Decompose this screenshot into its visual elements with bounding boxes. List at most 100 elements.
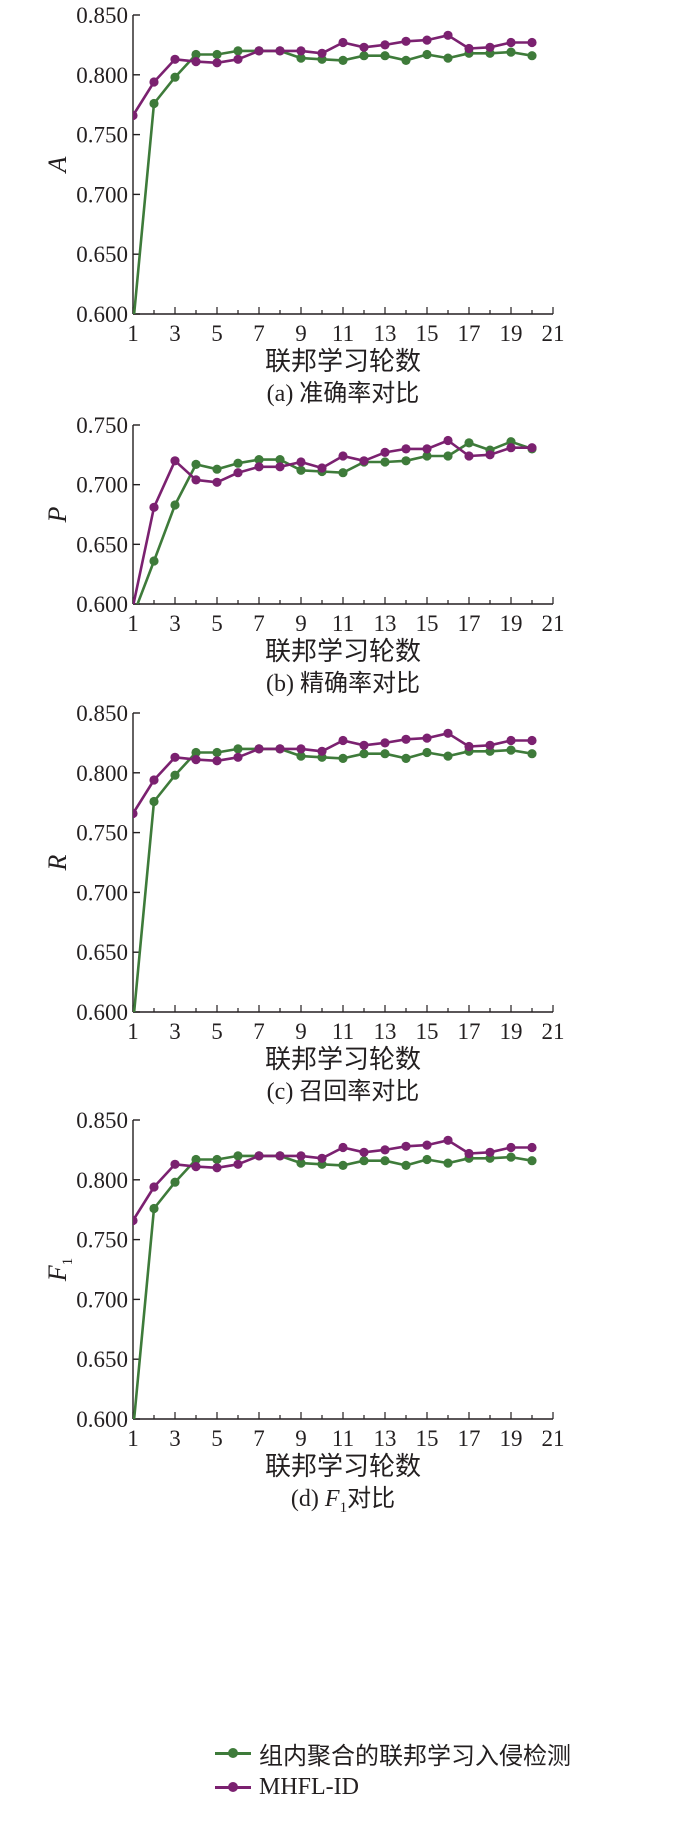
data-point xyxy=(133,808,138,819)
x-tick-label: 13 xyxy=(374,1019,397,1044)
data-point xyxy=(233,1159,243,1169)
x-tick-label: 11 xyxy=(332,1019,354,1044)
data-point xyxy=(464,451,474,461)
chart-caption: (c) 召回率对比 xyxy=(267,1078,420,1105)
x-tick-label: 7 xyxy=(253,1426,265,1451)
data-point xyxy=(212,464,222,474)
data-point xyxy=(380,1156,390,1166)
data-point xyxy=(506,1152,516,1162)
data-point xyxy=(170,1159,180,1169)
series-line xyxy=(133,1154,533,1419)
legend: 组内聚合的联邦学习入侵检测 MHFL-ID xyxy=(215,1736,571,1804)
y-axis-title: P xyxy=(43,506,72,523)
y-tick-label: 0.650 xyxy=(76,1347,128,1372)
x-tick-label: 9 xyxy=(295,611,307,636)
x-tick-label: 21 xyxy=(542,1426,565,1451)
data-point xyxy=(422,1140,432,1150)
data-point xyxy=(443,1158,453,1168)
data-point xyxy=(464,43,474,54)
y-tick-label: 0.600 xyxy=(76,1000,128,1025)
data-point xyxy=(233,46,243,56)
y-tick-label: 0.700 xyxy=(76,473,128,498)
y-tick-label: 0.850 xyxy=(76,3,128,28)
data-point xyxy=(212,1154,222,1165)
x-tick-label: 9 xyxy=(295,321,307,346)
x-tick-label: 19 xyxy=(500,321,523,346)
y-tick-label: 0.700 xyxy=(76,182,128,207)
chart-caption: (b) 精确率对比 xyxy=(266,670,420,697)
y-tick-label: 0.700 xyxy=(76,1287,128,1312)
data-point xyxy=(443,451,453,461)
series-line xyxy=(133,747,533,1012)
x-tick-label: 15 xyxy=(416,611,439,636)
data-point xyxy=(170,770,180,780)
x-tick-label: 17 xyxy=(458,611,481,636)
data-point xyxy=(422,444,432,454)
data-point xyxy=(422,451,432,461)
data-point xyxy=(527,749,537,759)
data-point xyxy=(527,735,537,746)
x-tick-label: 17 xyxy=(458,1019,481,1044)
data-point xyxy=(380,447,390,457)
data-point xyxy=(191,49,201,60)
legend-marker-series-1 xyxy=(228,1748,238,1758)
data-point xyxy=(401,55,411,65)
legend-marker-series-2 xyxy=(228,1782,238,1792)
y-tick-label: 0.800 xyxy=(76,63,128,88)
series-2 xyxy=(133,30,537,121)
data-point xyxy=(443,30,453,40)
series-line xyxy=(136,440,533,604)
series-1 xyxy=(133,46,537,314)
x-tick-label: 19 xyxy=(500,1426,523,1451)
x-tick-label: 11 xyxy=(332,321,354,346)
series-2 xyxy=(133,1135,537,1226)
x-axis-title: 联邦学习轮数 xyxy=(265,637,421,666)
data-point xyxy=(422,1154,432,1165)
data-point xyxy=(254,462,264,472)
x-tick-label: 17 xyxy=(458,1426,481,1451)
series-2 xyxy=(133,435,537,604)
data-point xyxy=(422,733,432,743)
legend-swatch-series-1 xyxy=(215,1746,251,1760)
data-point xyxy=(149,1203,159,1214)
data-point xyxy=(506,443,516,453)
series-1 xyxy=(133,744,537,1012)
data-point xyxy=(401,444,411,454)
x-tick-label: 1 xyxy=(127,1426,139,1451)
data-point xyxy=(149,796,159,807)
x-tick-label: 1 xyxy=(127,321,139,346)
x-tick-label: 15 xyxy=(416,1426,439,1451)
data-point xyxy=(233,54,243,64)
data-point xyxy=(317,48,327,58)
x-tick-label: 13 xyxy=(374,611,397,636)
y-axis-title: F1 xyxy=(43,1258,76,1282)
data-point xyxy=(296,1151,306,1161)
data-point xyxy=(443,53,453,63)
y-tick-label: 0.750 xyxy=(76,413,128,438)
chart-caption-part: 对比 xyxy=(347,1485,395,1512)
data-point xyxy=(380,51,390,61)
x-tick-label: 5 xyxy=(211,611,223,636)
y-tick-label: 0.800 xyxy=(76,1168,128,1193)
data-point xyxy=(401,36,411,46)
data-point xyxy=(254,46,264,56)
data-point xyxy=(275,462,285,472)
data-point xyxy=(233,458,243,468)
x-tick-label: 21 xyxy=(542,1019,565,1044)
data-point xyxy=(485,42,495,52)
data-point xyxy=(149,1182,159,1192)
data-point xyxy=(464,741,474,752)
data-point xyxy=(233,752,243,762)
data-point xyxy=(133,1215,138,1226)
data-point xyxy=(133,110,138,121)
chart-caption-part: 1 xyxy=(340,1500,348,1516)
data-point xyxy=(527,1156,537,1166)
x-tick-label: 7 xyxy=(253,321,265,346)
data-point xyxy=(443,1135,453,1145)
data-point xyxy=(338,735,348,746)
data-point xyxy=(149,77,159,87)
data-point xyxy=(380,1145,390,1155)
data-point xyxy=(338,451,348,461)
data-point xyxy=(506,47,516,57)
